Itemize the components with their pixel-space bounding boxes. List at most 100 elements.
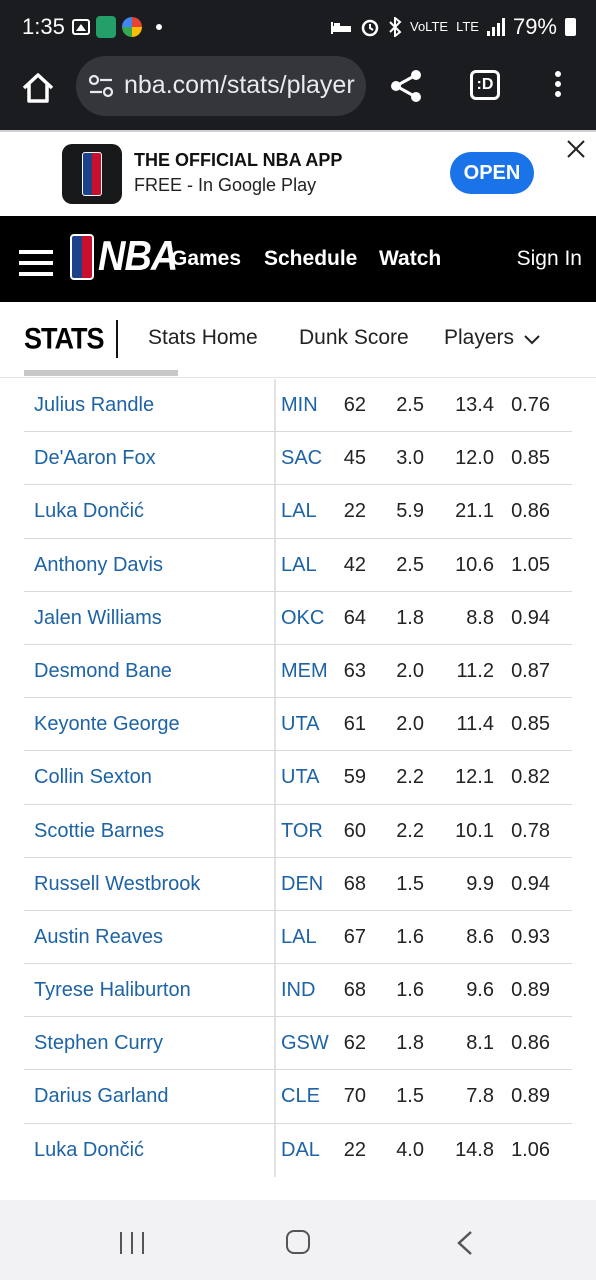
more-notifications-dot-icon	[156, 24, 162, 30]
nav-link-watch[interactable]: Watch	[379, 247, 442, 270]
player-name-link[interactable]: Luka Dončić	[34, 1138, 145, 1161]
subnav-divider	[116, 320, 118, 358]
subnav-dunk-score[interactable]: Dunk Score	[299, 326, 409, 349]
address-bar[interactable]: nba.com/stats/player	[76, 56, 366, 116]
volte-indicator: VoLTE	[410, 19, 449, 34]
player-name-link[interactable]: Desmond Bane	[34, 659, 172, 682]
column-divider	[274, 432, 276, 485]
team-abbr-link[interactable]: LAL	[281, 925, 317, 948]
stat-cell: 1.5	[396, 1085, 424, 1108]
team-abbr-link[interactable]: OKC	[281, 606, 325, 629]
games-played-cell: 60	[343, 819, 366, 842]
games-played-cell: 42	[343, 553, 366, 576]
table-row: Tyrese Haliburton IND 68 1.6 9.6 0.89	[24, 964, 572, 1018]
team-abbr-link[interactable]: DEN	[281, 872, 324, 895]
games-played-cell: 70	[343, 1085, 366, 1108]
close-icon[interactable]	[565, 138, 587, 160]
stats-section-title[interactable]: STATS	[24, 322, 104, 356]
chevron-down-icon[interactable]	[524, 334, 540, 346]
back-icon[interactable]	[456, 1230, 474, 1256]
team-abbr-link[interactable]: LAL	[281, 553, 317, 576]
team-abbr-link[interactable]: DAL	[281, 1138, 320, 1161]
table-row: Desmond Bane MEM 63 2.0 11.2 0.87	[24, 644, 572, 699]
games-played-cell: 61	[343, 713, 366, 736]
tab-switcher-icon[interactable]: :D	[470, 70, 500, 100]
player-name-link[interactable]: Anthony Davis	[34, 553, 163, 576]
stat-cell: 3.0	[396, 447, 424, 470]
stat-cell: 0.85	[511, 713, 550, 736]
player-name-link[interactable]: Scottie Barnes	[34, 819, 165, 842]
nba-logo[interactable]	[70, 234, 94, 280]
stat-cell: 2.5	[396, 553, 424, 576]
player-name-link[interactable]: Collin Sexton	[34, 766, 152, 789]
nba-wordmark[interactable]: NBA	[98, 233, 178, 281]
system-icons: VoLTE LTE 79%	[330, 14, 576, 40]
player-name-link[interactable]: Stephen Curry	[34, 1032, 163, 1055]
stat-cell: 9.6	[466, 979, 494, 1002]
gallery-notification-icon	[72, 19, 90, 35]
column-divider	[274, 698, 276, 751]
open-app-button[interactable]: OPEN	[450, 152, 534, 194]
stat-cell: 1.06	[511, 1138, 550, 1161]
player-name-link[interactable]: Tyrese Haliburton	[34, 979, 191, 1002]
table-row: Jalen Williams OKC 64 1.8 8.8 0.94	[24, 591, 572, 645]
team-abbr-link[interactable]: TOR	[281, 819, 323, 842]
site-header: NBA Games Schedule Watch Sign In	[0, 216, 596, 302]
home-nav-icon[interactable]	[286, 1230, 310, 1254]
stat-cell: 14.8	[455, 1138, 494, 1161]
subnav-stats-home[interactable]: Stats Home	[148, 326, 258, 349]
team-abbr-link[interactable]: MEM	[281, 659, 328, 682]
table-row: Luka Dončić LAL 22 5.9 21.1 0.86	[24, 485, 572, 539]
nav-link-schedule[interactable]: Schedule	[264, 247, 358, 270]
player-name-link[interactable]: Austin Reaves	[34, 925, 163, 948]
team-abbr-link[interactable]: SAC	[281, 447, 323, 470]
player-name-link[interactable]: Russell Westbrook	[34, 872, 201, 895]
player-name-link[interactable]: Julius Randle	[34, 394, 155, 416]
site-settings-icon[interactable]	[88, 74, 114, 98]
table-row: Stephen Curry GSW 62 1.8 8.1 0.86	[24, 1017, 572, 1071]
alarm-icon	[361, 19, 379, 37]
team-abbr-link[interactable]: CLE	[281, 1085, 320, 1108]
team-abbr-link[interactable]: UTA	[281, 713, 320, 736]
app-install-banner: THE OFFICIAL NBA APP FREE - In Google Pl…	[0, 130, 596, 216]
column-divider	[274, 964, 276, 1017]
subnav-players[interactable]: Players	[444, 326, 515, 349]
player-name-link[interactable]: De'Aaron Fox	[34, 447, 156, 470]
team-abbr-link[interactable]: GSW	[281, 1032, 329, 1055]
player-name-link[interactable]: Keyonte George	[34, 713, 180, 736]
player-name-link[interactable]: Darius Garland	[34, 1085, 169, 1108]
team-abbr-link[interactable]: IND	[281, 979, 316, 1002]
table-row: Keyonte George UTA 61 2.0 11.4 0.85	[24, 698, 572, 752]
nav-link-games[interactable]: Games	[171, 247, 242, 270]
stat-cell: 0.94	[511, 606, 550, 629]
stat-cell: 2.2	[396, 766, 424, 789]
team-abbr-link[interactable]: UTA	[281, 766, 320, 789]
stat-cell: 2.0	[396, 659, 424, 682]
games-played-cell: 67	[343, 925, 366, 948]
player-name-link[interactable]: Luka Dončić	[34, 500, 145, 523]
column-divider	[274, 485, 276, 538]
stat-cell: 1.6	[396, 925, 424, 948]
recents-icon[interactable]	[120, 1232, 144, 1254]
share-icon[interactable]	[388, 68, 424, 104]
stat-cell: 0.89	[511, 979, 550, 1002]
url-text[interactable]: nba.com/stats/player	[124, 71, 355, 99]
network-type: LTE	[456, 19, 479, 34]
column-divider	[274, 538, 276, 591]
games-played-cell: 45	[343, 447, 366, 470]
hamburger-icon[interactable]	[19, 250, 53, 276]
home-icon[interactable]	[18, 68, 58, 108]
team-abbr-link[interactable]: LAL	[281, 500, 317, 523]
stat-cell: 1.8	[396, 606, 424, 629]
stat-cell: 0.94	[511, 872, 550, 895]
stat-cell: 0.82	[511, 766, 550, 789]
stat-cell: 1.6	[396, 979, 424, 1002]
sign-in-link[interactable]: Sign In	[516, 247, 582, 270]
team-abbr-link[interactable]: MIN	[281, 394, 318, 416]
system-navigation-bar	[0, 1200, 596, 1280]
games-played-cell: 62	[343, 394, 366, 416]
stat-cell: 8.6	[466, 925, 494, 948]
player-name-link[interactable]: Jalen Williams	[34, 606, 162, 629]
column-divider	[274, 644, 276, 698]
overflow-menu-icon[interactable]	[548, 68, 568, 104]
